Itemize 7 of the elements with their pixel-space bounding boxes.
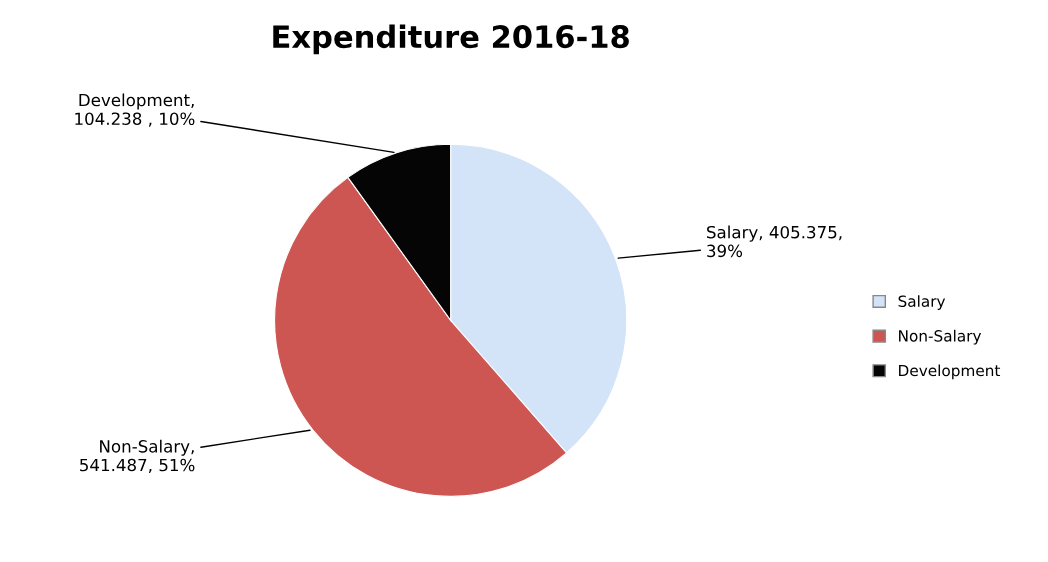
legend-label: Non-Salary — [899, 329, 982, 345]
data-label: Development, 104.238 , 10% — [75, 93, 195, 127]
data-label: Non-Salary, 541.487, 51% — [80, 439, 195, 473]
legend-label: Salary — [898, 295, 946, 310]
legend-label: Development — [899, 364, 1001, 380]
chart-title: Expenditure 2016-18 — [273, 24, 629, 55]
data-label: Salary, 405.375, 39% — [707, 225, 842, 258]
